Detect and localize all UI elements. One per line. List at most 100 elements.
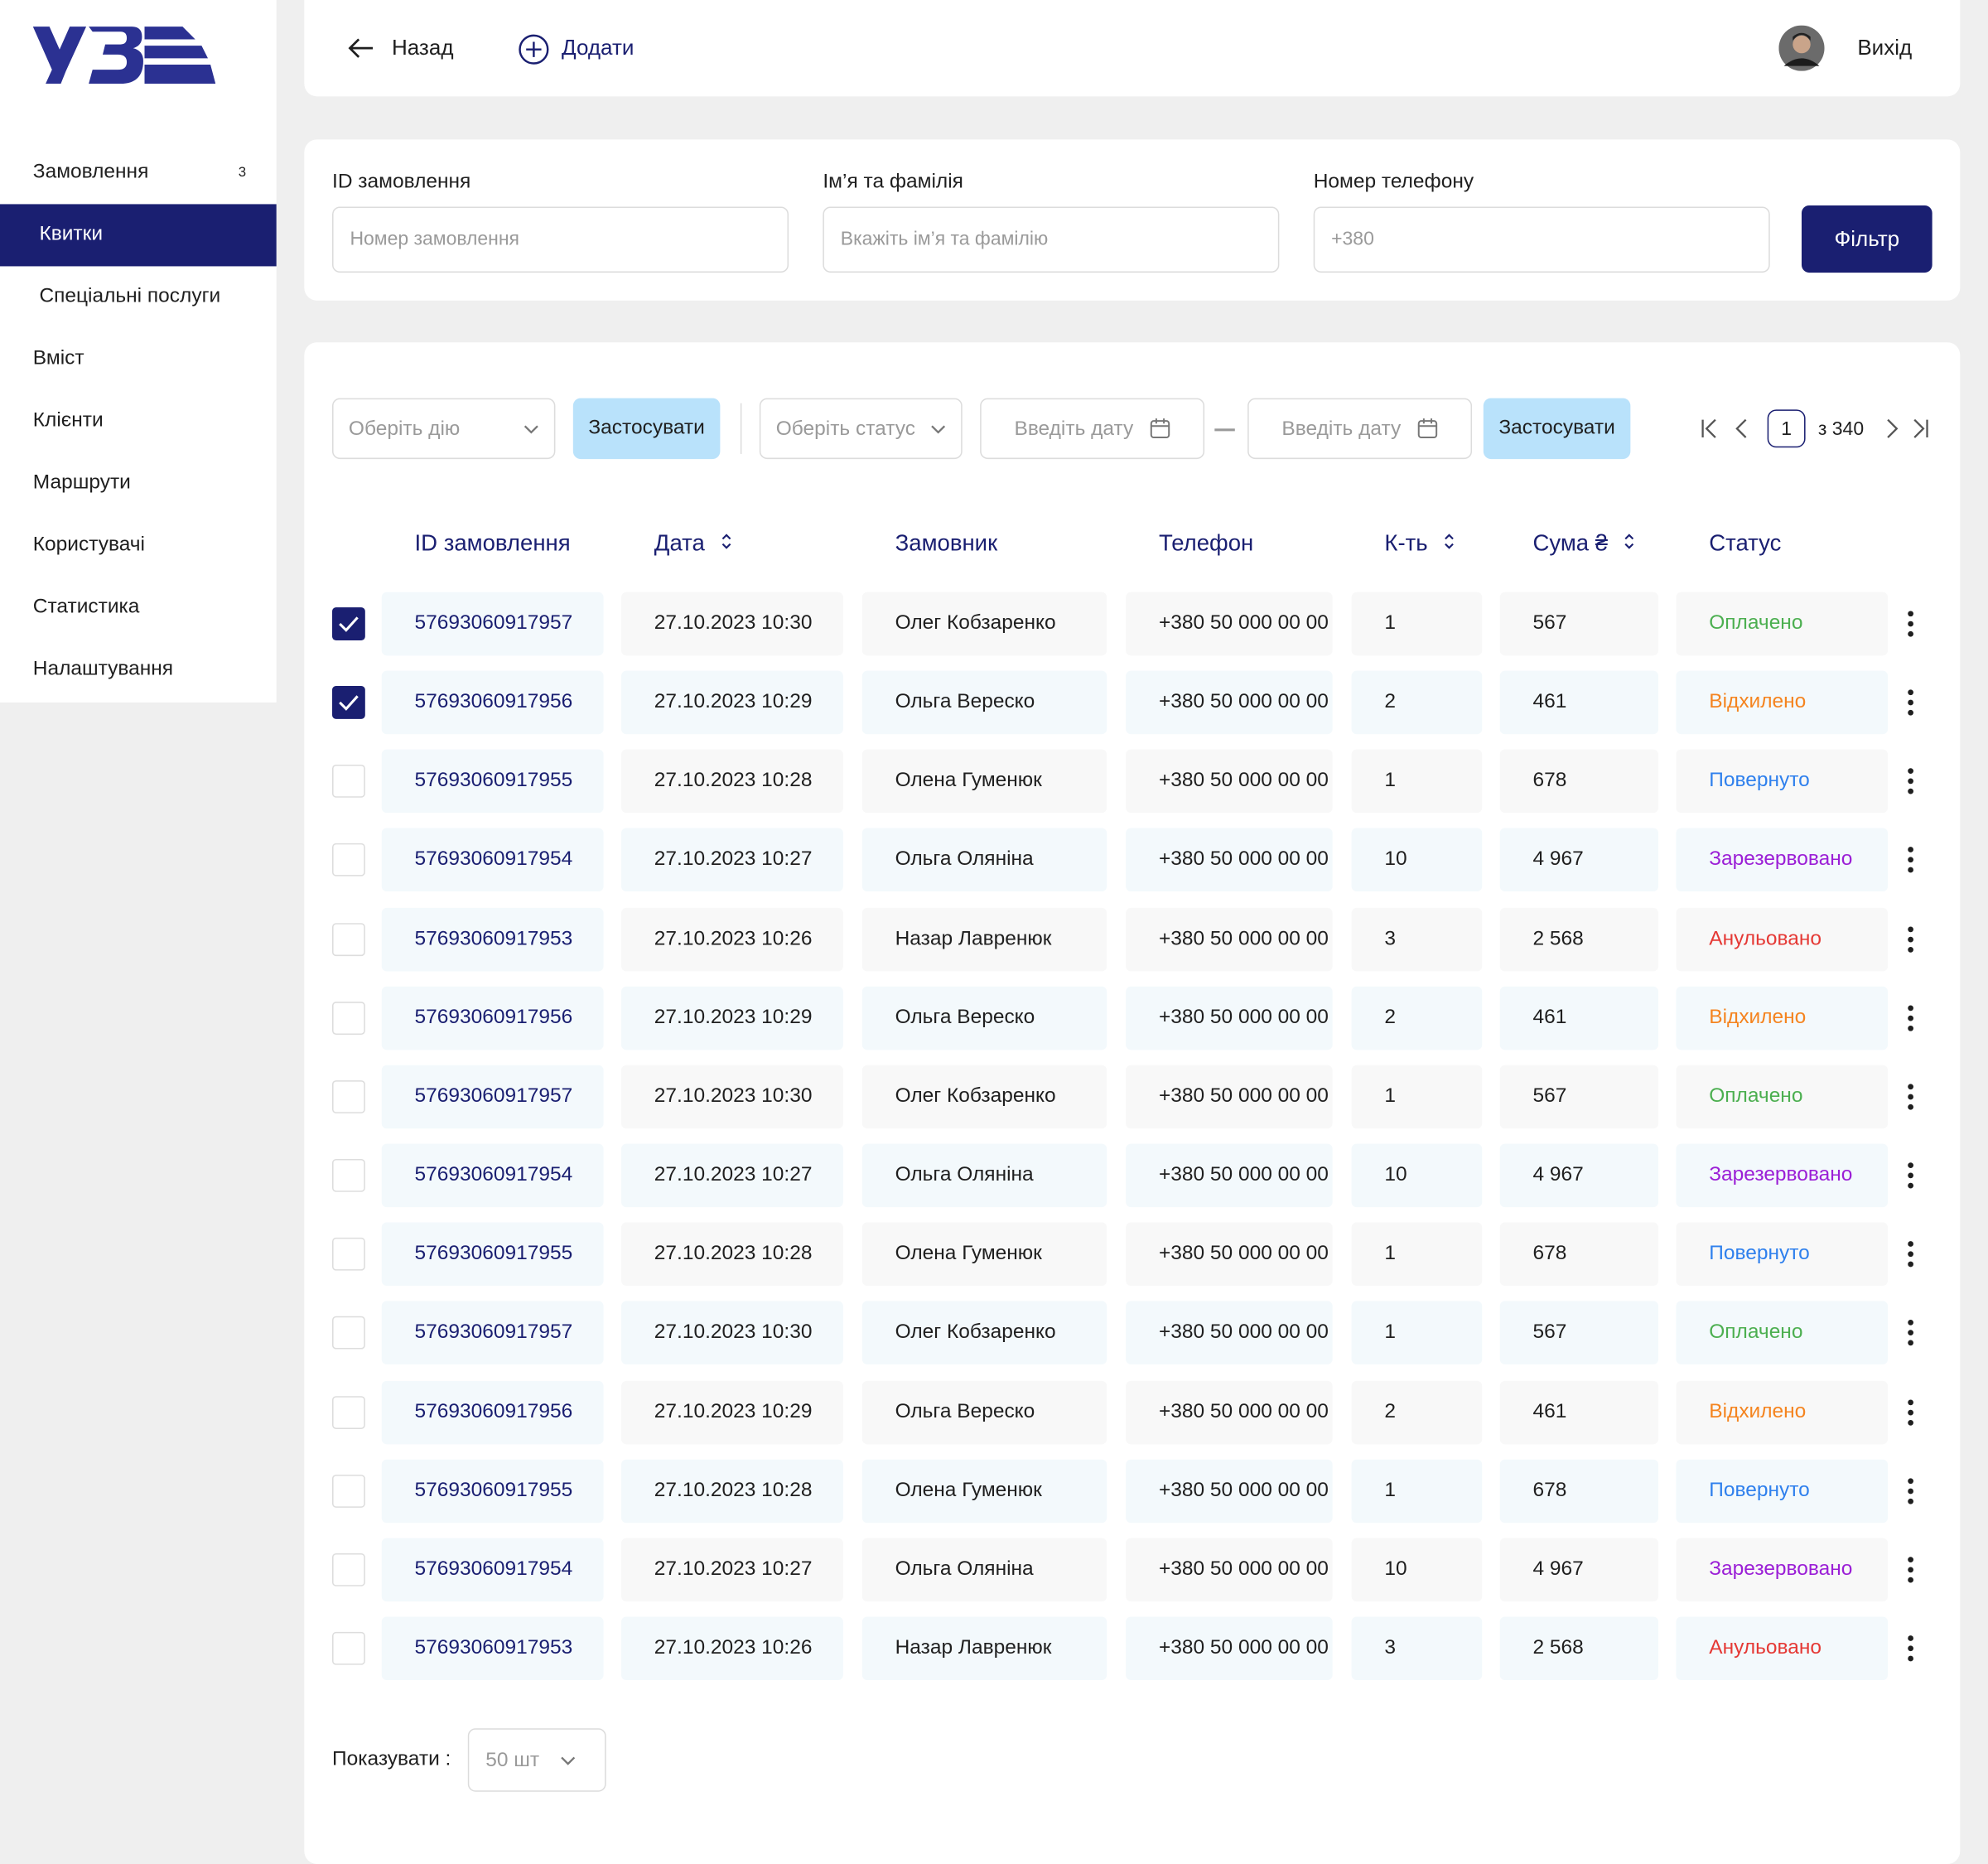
row-menu[interactable]: [1904, 1161, 1917, 1190]
menu-item[interactable]: Користувачі: [0, 514, 277, 577]
row-menu[interactable]: [1904, 1477, 1917, 1505]
checkbox[interactable]: [332, 1631, 365, 1665]
sort-icon[interactable]: [1623, 533, 1635, 550]
cell-id[interactable]: 57693060917957: [381, 1065, 604, 1129]
cell-date: 27.10.2023 10:29: [620, 986, 843, 1050]
calendar-icon: [1150, 418, 1170, 439]
checkbox[interactable]: [332, 686, 365, 720]
back-icon[interactable]: [347, 36, 375, 61]
cell-customer: Олена Гуменюк: [861, 1459, 1107, 1523]
checkbox[interactable]: [332, 1553, 365, 1586]
cell-date: 27.10.2023 10:29: [620, 670, 843, 735]
cell-sum: 2 568: [1499, 907, 1659, 971]
text-input[interactable]: +380: [1313, 206, 1770, 273]
row-menu[interactable]: [1904, 610, 1917, 638]
pager-next-last[interactable]: [1884, 418, 1929, 441]
cell-customer: Назар Лавренюк: [861, 907, 1107, 971]
column-header[interactable]: Дата: [654, 529, 705, 556]
logout-button[interactable]: Вихід: [1857, 35, 1913, 60]
row-menu[interactable]: [1904, 1240, 1917, 1268]
row-menu[interactable]: [1904, 1319, 1917, 1347]
table-row: 57693060917955 27.10.2023 10:28 Олена Гуме…: [304, 1222, 1960, 1287]
checkbox[interactable]: [332, 1474, 365, 1508]
cell-id[interactable]: 57693060917953: [381, 1616, 604, 1680]
sort-icon[interactable]: [1443, 533, 1455, 550]
menu-item[interactable]: Статистика: [0, 577, 277, 639]
page-input[interactable]: 1: [1767, 409, 1806, 448]
column-header[interactable]: К-ть: [1384, 529, 1428, 556]
add-button[interactable]: Додати: [562, 35, 635, 60]
field-placeholder: Номер замовлення: [350, 228, 519, 250]
row-menu[interactable]: [1904, 1635, 1917, 1663]
cell-qty: 1: [1351, 1065, 1483, 1129]
menu-label: Статистика: [32, 596, 140, 618]
cell-status: Повернуто: [1676, 1459, 1889, 1523]
apply-filter-button[interactable]: Застосувати: [1483, 398, 1631, 460]
cell-id[interactable]: 57693060917956: [381, 986, 604, 1050]
cell-phone: +380 50 000 00 00: [1126, 592, 1333, 656]
cell-id[interactable]: 57693060917954: [381, 1538, 604, 1601]
pager-first-prev[interactable]: [1701, 418, 1751, 441]
sort-icon[interactable]: [720, 533, 732, 550]
cell-id[interactable]: 57693060917954: [381, 828, 604, 892]
row-menu[interactable]: [1904, 1083, 1917, 1111]
menu-item[interactable]: Маршрути: [0, 452, 277, 514]
menu-item[interactable]: Спеціальні послуги: [0, 266, 277, 328]
status-select[interactable]: Оберіть статус: [759, 398, 963, 460]
cell-id[interactable]: 57693060917956: [381, 670, 604, 735]
cell-id[interactable]: 57693060917957: [381, 1301, 604, 1365]
back-button[interactable]: Назад: [391, 35, 454, 60]
table-row: 57693060917953 27.10.2023 10:26 Назар Лавр…: [304, 1616, 1960, 1680]
cell-id[interactable]: 57693060917954: [381, 1143, 604, 1208]
action-select[interactable]: Оберіть дію: [332, 398, 556, 460]
menu-item[interactable]: Квитки: [0, 204, 277, 267]
row-menu[interactable]: [1904, 925, 1917, 954]
row-menu[interactable]: [1904, 767, 1917, 795]
cell-id[interactable]: 57693060917955: [381, 750, 604, 814]
checkbox[interactable]: [332, 1001, 365, 1035]
menu-item[interactable]: Замовлення 3: [0, 142, 277, 204]
checkbox[interactable]: [332, 1238, 365, 1271]
per-page-select[interactable]: 50 шт: [467, 1728, 606, 1792]
checkbox[interactable]: [332, 1316, 365, 1350]
cell-id[interactable]: 57693060917955: [381, 1222, 604, 1287]
date-from[interactable]: Введіть дату: [980, 398, 1205, 460]
row-menu[interactable]: [1904, 1556, 1917, 1584]
checkbox[interactable]: [332, 607, 365, 640]
date-to[interactable]: Введіть дату: [1247, 398, 1473, 460]
row-menu[interactable]: [1904, 688, 1917, 717]
cell-customer: Ольга Вереско: [861, 1380, 1107, 1444]
row-menu[interactable]: [1904, 847, 1917, 875]
text-input[interactable]: Номер замовлення: [332, 206, 789, 273]
menu-item[interactable]: Налаштування: [0, 639, 277, 701]
table-row: 57693060917956 27.10.2023 10:29 Ольга Вере…: [304, 1380, 1960, 1444]
checkbox[interactable]: [332, 1395, 365, 1429]
cell-phone: +380 50 000 00 00: [1126, 986, 1333, 1050]
table-row: 57693060917956 27.10.2023 10:29 Ольга Вере…: [304, 670, 1960, 735]
column-header[interactable]: Сума ₴: [1532, 529, 1609, 556]
cell-id[interactable]: 57693060917957: [381, 592, 604, 656]
chevron: [561, 1756, 576, 1765]
menu-item[interactable]: Вміст: [0, 328, 277, 390]
add-icon[interactable]: [517, 33, 550, 66]
checkbox[interactable]: [332, 1079, 365, 1113]
cell-phone: +380 50 000 00 00: [1126, 1380, 1333, 1444]
checkbox[interactable]: [332, 922, 365, 956]
cell-id[interactable]: 57693060917953: [381, 907, 604, 971]
cell-phone: +380 50 000 00 00: [1126, 1143, 1333, 1208]
checkbox[interactable]: [332, 843, 365, 877]
checkbox[interactable]: [332, 765, 365, 799]
apply-action-button[interactable]: Застосувати: [572, 398, 721, 460]
chevron: [524, 425, 538, 434]
logo[interactable]: [32, 23, 216, 87]
text-input[interactable]: Вкажіть ім’я та фамілію: [823, 206, 1280, 273]
cell-id[interactable]: 57693060917955: [381, 1459, 604, 1523]
avatar[interactable]: [1778, 25, 1825, 71]
filter-button[interactable]: Фільтр: [1801, 205, 1933, 273]
checkbox[interactable]: [332, 1159, 365, 1192]
menu-item[interactable]: Клієнти: [0, 390, 277, 452]
cell-id[interactable]: 57693060917956: [381, 1380, 604, 1444]
row-menu[interactable]: [1904, 1004, 1917, 1032]
row-menu[interactable]: [1904, 1398, 1917, 1426]
